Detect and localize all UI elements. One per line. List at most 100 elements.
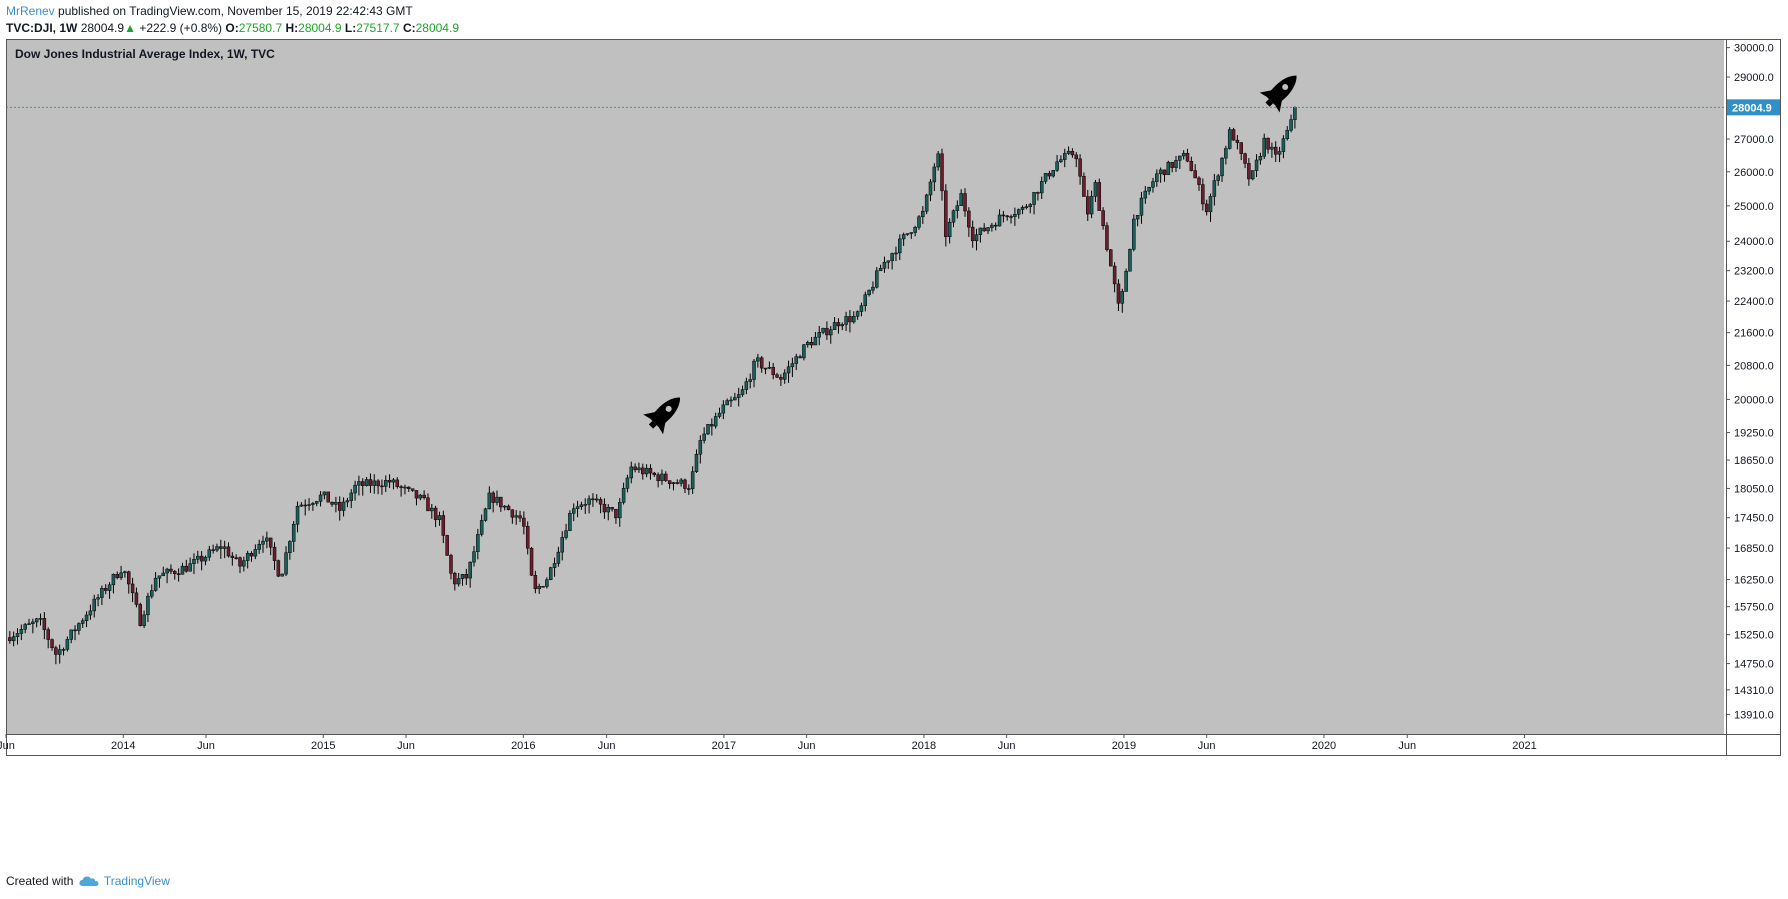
candle-body [495,496,499,503]
candle-body [268,537,273,548]
candle-body [249,553,254,557]
candle-body [840,324,845,327]
candle-body [361,481,365,486]
candle-body [1109,249,1113,267]
candle-body [529,547,534,576]
candle-body [660,473,664,482]
candle-body [564,530,568,538]
y-tick-label: 27000.0 [1734,134,1774,146]
candle-body [96,597,100,600]
candle-body [265,537,269,542]
candle-body [575,506,580,509]
candle-body [407,486,411,489]
candle-body [756,357,760,362]
candle-body [514,515,518,518]
candle-body [211,549,215,551]
candle-body [184,565,189,572]
candle-body [272,546,277,561]
up-arrow-icon: ▲ [124,21,136,35]
candle-body [234,557,238,559]
candle-body [1032,192,1036,205]
tradingview-brand-link[interactable]: TradingView [103,874,170,888]
candle-body [978,227,983,235]
candle-body [759,357,764,369]
candle-body [905,233,910,235]
candle-body [502,505,507,508]
candle-body [192,559,196,564]
candle-body [107,584,112,591]
open-label: O: [225,21,239,35]
rocket-body [1266,75,1297,106]
x-tick-label: 2020 [1312,740,1336,752]
candle-body [422,494,426,499]
candle-body [817,332,821,338]
candle-body [1266,137,1270,150]
candle-body [42,618,47,630]
candle-body [1028,204,1032,207]
rocket-icon[interactable] [641,388,690,437]
candle-body [790,363,795,368]
candle-body [775,374,779,378]
candle-body [357,481,361,486]
x-tick-label: 2017 [712,740,736,752]
last-price-tag [1727,99,1780,116]
candle-body [618,502,622,519]
candle-body [944,190,948,238]
candle-body [1139,197,1144,216]
y-tick-label: 26000.0 [1734,167,1774,179]
candle-body [57,649,62,655]
candle-body [34,618,39,623]
candle-body [303,504,307,507]
y-tick-label: 15250.0 [1734,630,1774,642]
candle-body [828,329,833,336]
candle-body [54,647,58,655]
candle-body [591,498,595,501]
candle-body [1166,161,1171,176]
candle-body [1105,225,1109,250]
candle-body [771,366,775,376]
candle-body [199,555,204,562]
y-tick-label: 16250.0 [1734,575,1774,587]
candles [8,106,1297,665]
candle-body [583,504,587,506]
x-tick-label: Jun [0,740,15,752]
candle-body [433,507,438,520]
candle-body [614,508,618,519]
candle-body [1212,180,1217,197]
candle-body [541,586,545,588]
candle-body [537,586,541,590]
candle-body [1101,210,1105,226]
candle-body [487,492,492,510]
candle-body [1059,159,1063,162]
candle-body [736,394,741,398]
candle-body [740,389,745,395]
candle-body [917,216,921,228]
candle-body [522,517,526,527]
candle-body [641,467,645,475]
candle-body [982,227,986,232]
candle-body [1204,203,1209,213]
candle-body [598,499,603,505]
author-link[interactable]: MrRenev [6,4,55,18]
candle-body [349,492,353,501]
candle-body [1013,214,1017,217]
candle-body [1250,170,1255,180]
candle-body [548,567,553,580]
candle-body [376,480,380,487]
candle-body [1162,169,1167,176]
candle-body [533,575,538,590]
candle-body [1024,206,1029,208]
x-tick-label: Jun [1198,740,1216,752]
candle-body [1151,181,1155,188]
y-tick-label: 20000.0 [1734,394,1774,406]
candle-body [579,504,584,507]
rocket-icon[interactable] [1258,66,1307,115]
candle-body [69,629,73,640]
candle-body [1078,158,1082,177]
candle-body [694,453,699,472]
candle-body [1189,160,1194,171]
candle-body [134,592,139,605]
y-tick-label: 29000.0 [1734,72,1774,84]
candle-body [19,629,24,634]
